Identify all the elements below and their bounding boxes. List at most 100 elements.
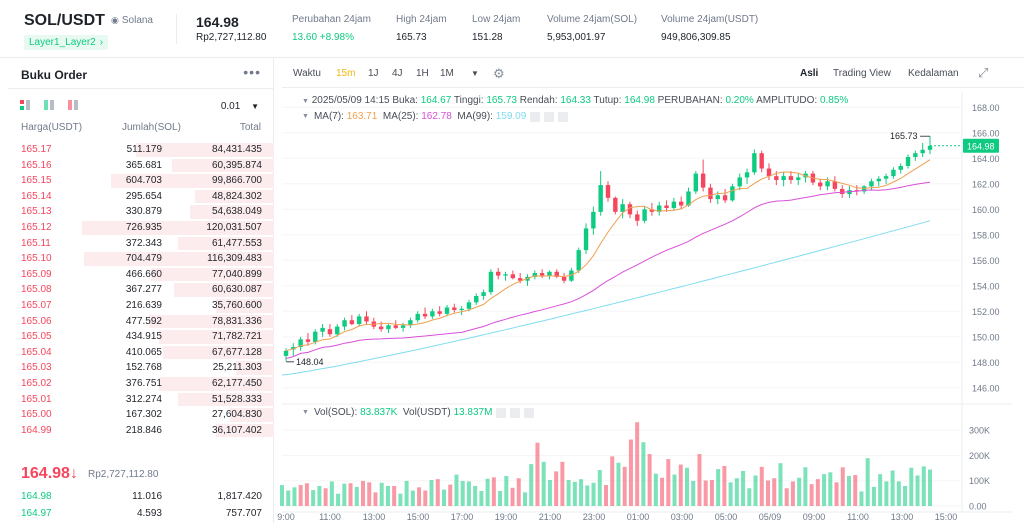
pair-title[interactable]: SOL/USDT xyxy=(24,12,105,29)
ask-row[interactable]: 165.01 312.274 51,528.333 xyxy=(8,392,274,408)
bid-row[interactable]: 164.98 11.016 1,817.420 xyxy=(8,489,274,504)
candle-body xyxy=(283,350,289,356)
ask-total: 61,477.553 xyxy=(211,237,262,249)
volume-bar xyxy=(741,470,746,506)
tick-size-select[interactable]: 0.01 ▼ xyxy=(220,101,259,112)
volume-bar xyxy=(317,485,322,506)
ask-price: 165.07 xyxy=(21,299,52,311)
volume-bar xyxy=(697,454,702,506)
chart-view-tab[interactable]: Kedalaman xyxy=(908,68,959,79)
candle-body xyxy=(613,197,618,212)
ask-row[interactable]: 165.16 365.681 60,395.874 xyxy=(8,158,274,174)
ma-settings-icon[interactable] xyxy=(530,111,541,122)
volume-bar xyxy=(909,467,914,506)
fullscreen-icon[interactable]: ⤢ xyxy=(978,65,989,80)
view-asks-icon[interactable] xyxy=(68,100,78,110)
view-both-icon[interactable] xyxy=(20,100,30,110)
interval-tab[interactable]: 1M xyxy=(440,68,454,79)
interval-tab[interactable]: 4J xyxy=(392,68,403,79)
low-marker: 148.04 xyxy=(296,357,324,367)
interval-tab[interactable]: 1J xyxy=(368,68,379,79)
volume-bar xyxy=(336,493,341,506)
volume-bar xyxy=(666,459,671,506)
time-label: Waktu xyxy=(293,68,321,79)
candle-body xyxy=(576,250,581,271)
ask-row[interactable]: 165.09 466.660 77,040.899 xyxy=(8,267,274,283)
category-tag[interactable]: Layer1_Layer2 › xyxy=(24,35,109,50)
volume-bar xyxy=(709,480,714,506)
ask-total: 99,866.700 xyxy=(211,175,262,187)
chart-view-tab[interactable]: Asli xyxy=(800,68,819,79)
order-book-last-price[interactable]: 164.98↓ xyxy=(21,465,78,482)
volume-bar xyxy=(292,487,297,506)
ask-row[interactable]: 165.10 704.479 116,309.483 xyxy=(8,251,274,267)
candle-body xyxy=(510,274,516,279)
stat-value: 165.73 xyxy=(396,32,427,43)
price-tick-label: 158.00 xyxy=(972,230,1000,240)
ask-total: 51,528.333 xyxy=(211,393,262,405)
ask-row[interactable]: 165.08 367.277 60,630.087 xyxy=(8,282,274,298)
candle-body xyxy=(583,228,589,251)
ask-row[interactable]: 165.14 295.654 48,824.302 xyxy=(8,189,274,205)
ma-hide-icon[interactable] xyxy=(544,111,555,122)
candle-body xyxy=(876,178,881,182)
interval-tab[interactable]: 1H xyxy=(416,68,429,79)
ask-row[interactable]: 165.00 167.302 27,604.830 xyxy=(8,407,274,423)
ask-row[interactable]: 165.04 410.065 67,677.128 xyxy=(8,345,274,361)
vol-settings-icon[interactable] xyxy=(496,407,507,418)
bid-row[interactable]: 164.97 4.593 757.707 xyxy=(8,506,274,521)
ask-price: 165.05 xyxy=(21,331,52,343)
ask-row[interactable]: 165.15 604.703 99,866.700 xyxy=(8,173,274,189)
interval-dropdown-icon[interactable]: ▼ xyxy=(471,69,479,78)
collapse-icon[interactable]: ▼ xyxy=(302,98,309,105)
interval-tab[interactable]: 15m xyxy=(336,68,356,79)
ask-row[interactable]: 165.02 376.751 62,177.450 xyxy=(8,376,274,392)
ask-row[interactable]: 165.11 372.343 61,477.553 xyxy=(8,236,274,252)
ask-row[interactable]: 165.06 477.592 78,831.336 xyxy=(8,314,274,330)
ask-row[interactable]: 165.03 152.768 25,211.303 xyxy=(8,360,274,376)
candle-body xyxy=(869,181,874,187)
candle-body xyxy=(364,316,369,322)
time-tick-label: 23:00 xyxy=(583,512,606,522)
ask-row[interactable]: 165.05 434.915 71,782.721 xyxy=(8,329,274,345)
candle-body xyxy=(693,173,699,192)
volume-bar xyxy=(840,467,845,506)
ma-close-icon[interactable] xyxy=(558,111,569,122)
chart-view-tab[interactable]: Trading View xyxy=(833,68,891,79)
ask-total: 27,604.830 xyxy=(211,409,262,421)
candle-body xyxy=(591,211,596,229)
time-tick-label: 11:00 xyxy=(847,512,869,522)
vol-close-icon[interactable] xyxy=(524,407,535,418)
volume-bar xyxy=(417,487,422,506)
ask-row[interactable]: 164.99 218.846 36,107.402 xyxy=(8,423,274,439)
ask-row[interactable]: 165.12 726.935 120,031.507 xyxy=(8,220,274,236)
ask-row[interactable]: 165.17 511.179 84,431.435 xyxy=(8,142,274,158)
view-bids-icon[interactable] xyxy=(44,100,54,110)
ask-amount: 410.065 xyxy=(125,346,162,358)
collapse-icon[interactable]: ▼ xyxy=(302,113,309,120)
ask-row[interactable]: 165.07 216.639 35,760.600 xyxy=(8,298,274,314)
ask-price: 165.02 xyxy=(21,377,52,389)
pair-name[interactable]: ◉ Solana xyxy=(111,15,153,26)
chart-toolbar: Waktu 15m 1J 4J 1H 1M ▼ ⚙ Asli Trading View Ked… xyxy=(282,58,1024,88)
price-tick-label: 164.00 xyxy=(972,154,1000,164)
candle-body xyxy=(305,339,311,342)
volume-bar xyxy=(442,489,446,506)
volume-bar xyxy=(604,485,608,506)
candle-body xyxy=(686,191,691,206)
ask-row[interactable]: 165.13 330.879 54,638.049 xyxy=(8,204,274,220)
collapse-icon[interactable]: ▼ xyxy=(302,409,309,416)
candle-body xyxy=(481,292,486,296)
vol-hide-icon[interactable] xyxy=(510,407,521,418)
candle-body xyxy=(503,274,508,276)
candle-body xyxy=(313,331,318,342)
candle-body xyxy=(335,326,340,335)
more-options-icon[interactable]: ••• xyxy=(243,64,261,80)
candle-body xyxy=(532,273,538,277)
candle-body xyxy=(730,186,735,201)
time-tick-label: 13:00 xyxy=(363,512,386,522)
settings-gear-icon[interactable]: ⚙ xyxy=(493,66,505,81)
volume-bar xyxy=(504,475,509,506)
time-tick-label: 05:00 xyxy=(715,512,738,522)
